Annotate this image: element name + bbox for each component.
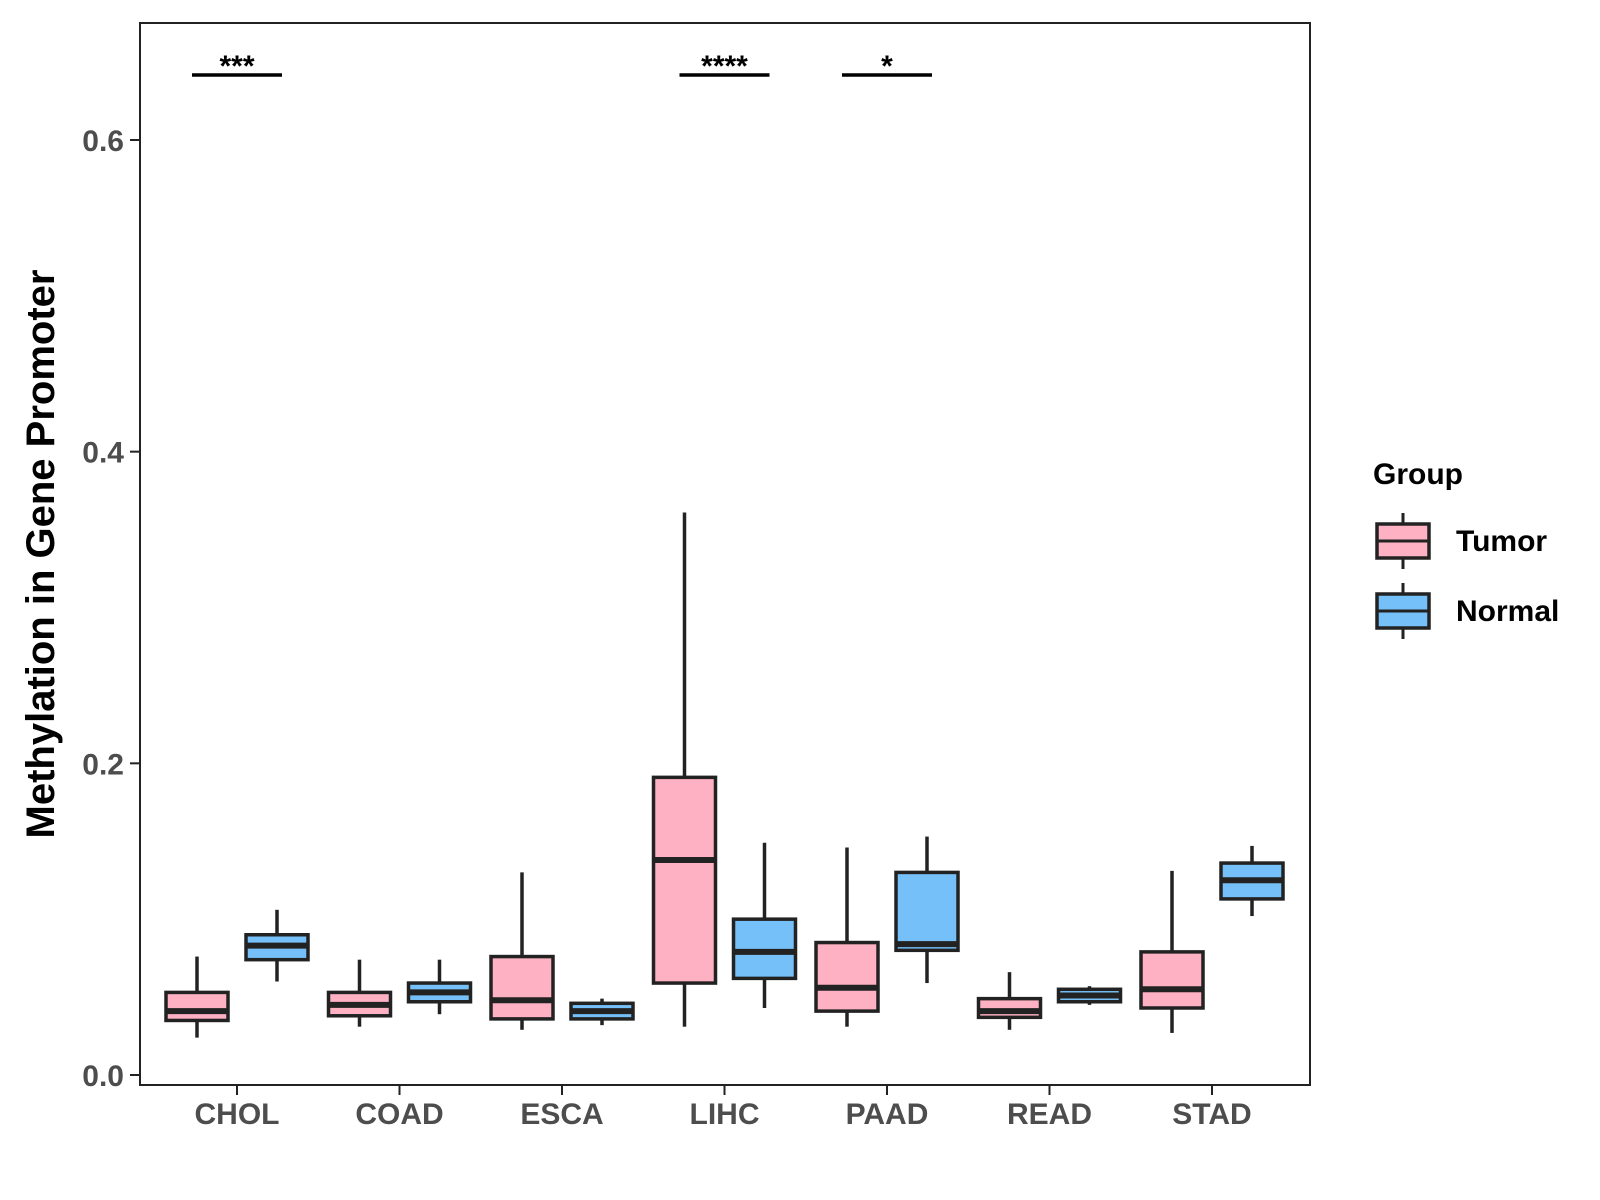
box-coad-tumor: [326, 959, 393, 1027]
legend-entry-tumor: Tumor: [1375, 513, 1547, 569]
legend-key: [1375, 513, 1431, 569]
y-tick-label: 0.6: [82, 125, 124, 158]
box-body: [489, 954, 555, 1021]
legend: Group Tumor Normal: [1373, 458, 1559, 639]
box-chol-tumor: [164, 956, 230, 1038]
box-read-tumor: [976, 972, 1043, 1030]
box-esca-tumor: [489, 872, 555, 1030]
x-tick-label: STAD: [1172, 1098, 1251, 1131]
legend-title: Group: [1373, 458, 1463, 491]
significance-lihc: ****: [679, 50, 770, 83]
y-tick-label: 0.0: [82, 1060, 124, 1093]
axes: 0.0 0.2 0.4 0.6 CHOL COAD ESCA LIHC PAAD READ STAD: [82, 125, 1251, 1131]
significance-chol: ***: [192, 50, 282, 83]
box-paad-tumor: [814, 847, 880, 1027]
significance-label: ***: [219, 50, 254, 83]
legend-label: Tumor: [1456, 525, 1547, 558]
x-tick-label: LIHC: [690, 1098, 760, 1131]
significance-label: ****: [701, 50, 748, 83]
significance-label: *: [881, 50, 893, 83]
significance-paad: *: [842, 50, 932, 83]
box-body: [894, 870, 960, 953]
box-body: [814, 940, 880, 1013]
legend-entry-normal: Normal: [1375, 583, 1559, 639]
x-tick-label: CHOL: [195, 1098, 280, 1131]
box-paad-normal: [894, 836, 960, 984]
box-chol-normal: [244, 909, 310, 982]
plot-area: *** **** *: [164, 50, 1285, 1038]
box-lihc-normal: [731, 842, 798, 1008]
box-stad-normal: [1219, 845, 1285, 917]
box-body: [976, 996, 1043, 1020]
x-tick-label: COAD: [355, 1098, 443, 1131]
box-body: [164, 990, 230, 1023]
x-tick-label: READ: [1007, 1098, 1092, 1131]
legend-label: Normal: [1456, 595, 1559, 628]
box-body: [731, 917, 798, 981]
box-read-normal: [1056, 986, 1123, 1005]
y-axis-label: Methylation in Gene Promoter: [19, 270, 63, 839]
box-body: [651, 775, 718, 985]
box-esca-normal: [569, 998, 635, 1026]
legend-key: [1375, 583, 1431, 639]
x-tick-label: ESCA: [520, 1098, 603, 1131]
box-body: [1139, 950, 1205, 1010]
x-tick-label: PAAD: [846, 1098, 929, 1131]
box-coad-normal: [406, 959, 473, 1015]
y-tick-label: 0.2: [82, 748, 124, 781]
box-lihc-tumor: [651, 512, 718, 1027]
y-tick-label: 0.4: [82, 437, 124, 470]
box-stad-tumor: [1139, 870, 1205, 1033]
